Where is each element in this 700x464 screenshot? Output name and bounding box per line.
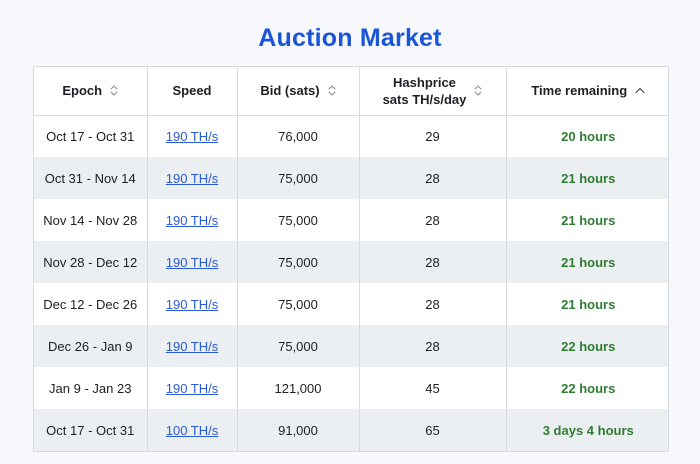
table-row: Oct 17 - Oct 31 190 TH/s 76,000 29 20 ho… [34, 115, 668, 157]
cell-bid: 76,000 [237, 115, 360, 157]
auction-table: Epoch Speed [34, 67, 668, 451]
speed-link[interactable]: 190 TH/s [165, 296, 219, 312]
column-header-bid[interactable]: Bid (sats) [237, 67, 360, 115]
sort-updown-icon[interactable] [110, 84, 118, 97]
table-row: Jan 9 - Jan 23 190 TH/s 121,000 45 22 ho… [34, 367, 668, 409]
cell-bid: 75,000 [237, 283, 360, 325]
cell-bid: 121,000 [237, 367, 360, 409]
cell-speed: 190 TH/s [147, 157, 238, 199]
speed-link[interactable]: 190 TH/s [165, 128, 219, 144]
cell-time-remaining: 22 hours [561, 338, 616, 354]
cell-hashprice: 45 [359, 367, 507, 409]
cell-epoch: Oct 31 - Nov 14 [34, 157, 148, 199]
column-header-label: Time remaining [531, 83, 628, 99]
table-row: Dec 12 - Dec 26 190 TH/s 75,000 28 21 ho… [34, 283, 668, 325]
speed-link[interactable]: 190 TH/s [165, 170, 219, 186]
cell-hashprice: 28 [359, 157, 507, 199]
cell-bid: 75,000 [237, 157, 360, 199]
cell-epoch: Oct 17 - Oct 31 [34, 115, 148, 157]
speed-link[interactable]: 100 TH/s [165, 422, 219, 438]
cell-hashprice: 65 [359, 409, 507, 451]
speed-link[interactable]: 190 TH/s [165, 212, 219, 228]
cell-hashprice: 28 [359, 199, 507, 241]
cell-hashprice: 28 [359, 241, 507, 283]
cell-time-remaining: 21 hours [561, 212, 616, 228]
auction-table-container: Epoch Speed [33, 66, 669, 452]
column-header-label-line1: Hashprice [393, 74, 456, 90]
sort-updown-icon[interactable] [474, 84, 482, 97]
table-body: Oct 17 - Oct 31 190 TH/s 76,000 29 20 ho… [34, 115, 668, 451]
speed-link[interactable]: 190 TH/s [165, 380, 219, 396]
table-row: Dec 26 - Jan 9 190 TH/s 75,000 28 22 hou… [34, 325, 668, 367]
cell-time-remaining: 21 hours [561, 170, 616, 186]
table-header-row: Epoch Speed [34, 67, 668, 115]
column-header-label-line2: sats TH/s/day [382, 91, 467, 107]
cell-bid: 75,000 [237, 325, 360, 367]
cell-time-remaining: 22 hours [561, 380, 616, 396]
table-row: Nov 28 - Dec 12 190 TH/s 75,000 28 21 ho… [34, 241, 668, 283]
cell-time-remaining: 20 hours [561, 128, 616, 144]
sort-updown-icon[interactable] [328, 84, 336, 97]
column-header-label: Epoch [62, 83, 103, 99]
cell-time-remaining: 21 hours [561, 254, 616, 270]
column-header-time-remaining[interactable]: Time remaining [506, 67, 668, 115]
column-header-hashprice[interactable]: Hashprice sats TH/s/day [359, 67, 507, 115]
cell-epoch: Oct 17 - Oct 31 [34, 409, 148, 451]
column-header-speed: Speed [147, 67, 238, 115]
cell-speed: 190 TH/s [147, 367, 238, 409]
page-title: Auction Market [258, 24, 442, 52]
cell-bid: 75,000 [237, 199, 360, 241]
cell-hashprice: 28 [359, 283, 507, 325]
table-row: Oct 31 - Nov 14 190 TH/s 75,000 28 21 ho… [34, 157, 668, 199]
speed-link[interactable]: 190 TH/s [165, 254, 219, 270]
table-header: Epoch Speed [34, 67, 668, 115]
cell-speed: 190 TH/s [147, 283, 238, 325]
cell-hashprice: 29 [359, 115, 507, 157]
column-header-label: Hashprice sats TH/s/day [383, 74, 467, 108]
table-row: Nov 14 - Nov 28 190 TH/s 75,000 28 21 ho… [34, 199, 668, 241]
cell-speed: 190 TH/s [147, 115, 238, 157]
cell-epoch: Jan 9 - Jan 23 [34, 367, 148, 409]
table-row: Oct 17 - Oct 31 100 TH/s 91,000 65 3 day… [34, 409, 668, 451]
cell-speed: 190 TH/s [147, 325, 238, 367]
column-header-label: Speed [172, 83, 212, 99]
cell-speed: 190 TH/s [147, 241, 238, 283]
cell-epoch: Dec 26 - Jan 9 [34, 325, 148, 367]
speed-link[interactable]: 190 TH/s [165, 338, 219, 354]
cell-epoch: Nov 14 - Nov 28 [34, 199, 148, 241]
cell-hashprice: 28 [359, 325, 507, 367]
cell-bid: 91,000 [237, 409, 360, 451]
column-header-epoch[interactable]: Epoch [34, 67, 148, 115]
column-header-label: Bid (sats) [260, 83, 320, 99]
cell-epoch: Nov 28 - Dec 12 [34, 241, 148, 283]
chevron-up-icon[interactable] [635, 84, 645, 97]
cell-speed: 190 TH/s [147, 199, 238, 241]
cell-time-remaining: 21 hours [561, 296, 616, 312]
cell-bid: 75,000 [237, 241, 360, 283]
cell-speed: 100 TH/s [147, 409, 238, 451]
cell-time-remaining: 3 days 4 hours [542, 422, 634, 438]
cell-epoch: Dec 12 - Dec 26 [34, 283, 148, 325]
